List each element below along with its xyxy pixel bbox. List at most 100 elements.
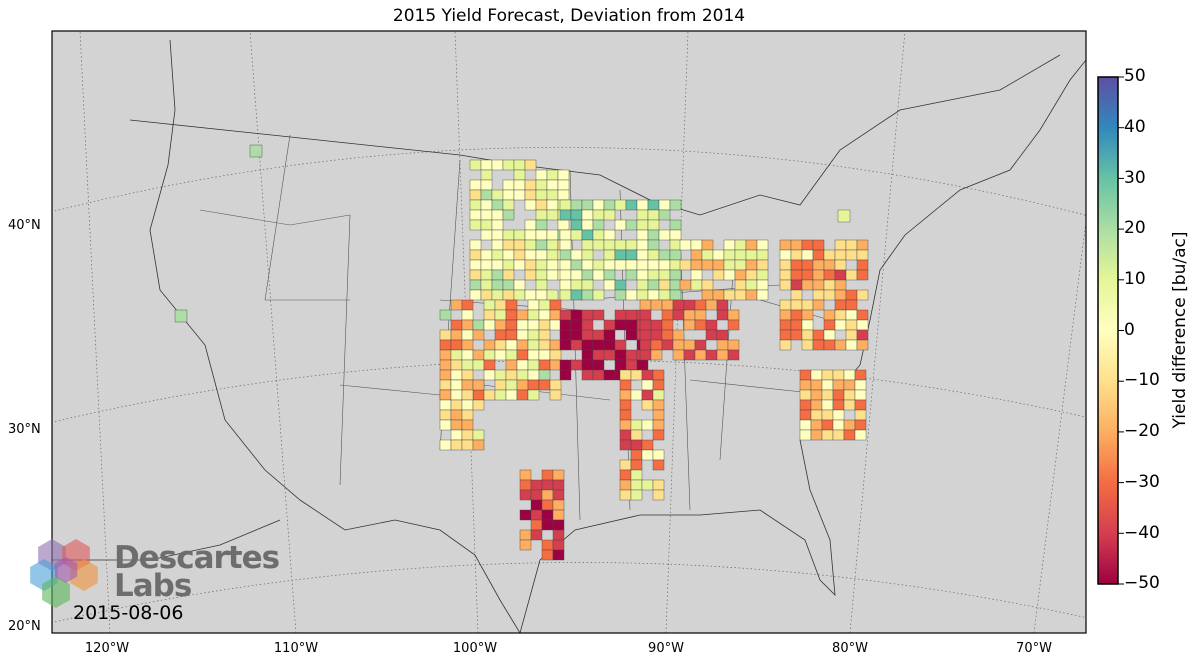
county-cell — [552, 549, 565, 561]
county-cell — [546, 249, 559, 261]
county-cell — [472, 379, 485, 391]
county-cell — [834, 319, 847, 331]
county-cell — [535, 229, 548, 241]
county-cell — [491, 289, 504, 301]
county-cell — [581, 229, 594, 241]
county-cell — [592, 219, 605, 231]
county-cell — [683, 349, 696, 361]
county-cell — [494, 379, 507, 391]
county-cell — [630, 389, 643, 401]
county-cell — [461, 389, 474, 401]
county-cell — [502, 269, 515, 281]
county-cell — [801, 249, 814, 261]
county-cell — [557, 219, 570, 231]
county-cell — [524, 179, 537, 191]
county-cell — [619, 419, 632, 431]
colorbar-tick-label: −30 — [1124, 472, 1160, 492]
county-cell — [619, 439, 632, 451]
county-cell — [669, 239, 682, 251]
county-cell — [779, 339, 792, 351]
county-cell — [679, 279, 692, 291]
county-cell — [502, 279, 515, 291]
county-cell — [821, 399, 834, 411]
county-cell — [502, 239, 515, 251]
county-cell — [734, 239, 747, 251]
county-cell — [461, 299, 474, 311]
county-cell — [856, 239, 869, 251]
county-cell — [614, 219, 627, 231]
county-cell — [483, 359, 496, 371]
county-cell — [461, 319, 474, 331]
county-cell — [516, 349, 529, 361]
county-cell — [546, 229, 559, 241]
county-cell — [570, 259, 583, 271]
county-cell — [559, 369, 572, 381]
county-cell — [469, 189, 482, 201]
county-cell — [625, 269, 638, 281]
county-cell — [541, 519, 554, 531]
county-cell — [483, 309, 496, 321]
county-cell — [801, 299, 814, 311]
county-cell — [845, 249, 858, 261]
county-cell — [625, 249, 638, 261]
county-cell — [672, 339, 685, 351]
county-cell — [480, 219, 493, 231]
county-cell — [712, 259, 725, 271]
county-cell — [669, 259, 682, 271]
colorbar-tick-label: 50 — [1124, 66, 1146, 86]
county-cell — [843, 389, 856, 401]
county-cell — [549, 359, 562, 371]
county-cell — [636, 279, 649, 291]
county-cell — [745, 259, 758, 271]
county-cell — [450, 409, 463, 421]
county-cell — [630, 449, 643, 461]
county-cell — [679, 239, 692, 251]
county-cell — [513, 259, 526, 271]
county-cell — [690, 269, 703, 281]
county-cell — [837, 209, 851, 223]
county-cell — [516, 309, 529, 321]
county-cell — [581, 339, 594, 351]
county-cell — [614, 319, 627, 331]
county-cell — [552, 499, 565, 511]
county-cell — [450, 329, 463, 341]
county-cell — [491, 259, 504, 271]
county-cell — [734, 249, 747, 261]
county-cell — [823, 329, 836, 341]
county-cell — [799, 379, 812, 391]
county-cell — [614, 289, 627, 301]
county-cell — [614, 279, 627, 291]
county-cell — [625, 219, 638, 231]
county-cell — [641, 399, 654, 411]
county-cell — [701, 239, 714, 251]
county-cell — [652, 419, 665, 431]
county-cell — [505, 339, 518, 351]
county-cell — [779, 269, 792, 281]
county-cell — [513, 279, 526, 291]
county-cell — [812, 299, 825, 311]
county-cell — [625, 289, 638, 301]
county-cell — [559, 279, 572, 291]
colorbar-tick-label: −50 — [1124, 573, 1160, 593]
county-cell — [581, 249, 594, 261]
county-cell — [581, 329, 594, 341]
county-cell — [799, 419, 812, 431]
county-cell — [516, 359, 529, 371]
county-cell — [832, 429, 845, 441]
county-cell — [581, 219, 594, 231]
county-cell — [505, 299, 518, 311]
county-cell — [494, 309, 507, 321]
colorbar-tick-label: 0 — [1124, 320, 1135, 340]
county-cell — [799, 389, 812, 401]
county-cell — [439, 409, 452, 421]
county-cell — [658, 209, 671, 221]
county-cell — [856, 289, 869, 301]
county-cell — [527, 319, 540, 331]
county-cell — [516, 379, 529, 391]
county-cell — [480, 279, 493, 291]
county-cell — [491, 159, 504, 171]
county-cell — [439, 339, 452, 351]
county-cell — [530, 529, 543, 541]
county-cell — [480, 189, 493, 201]
county-cell — [641, 479, 654, 491]
